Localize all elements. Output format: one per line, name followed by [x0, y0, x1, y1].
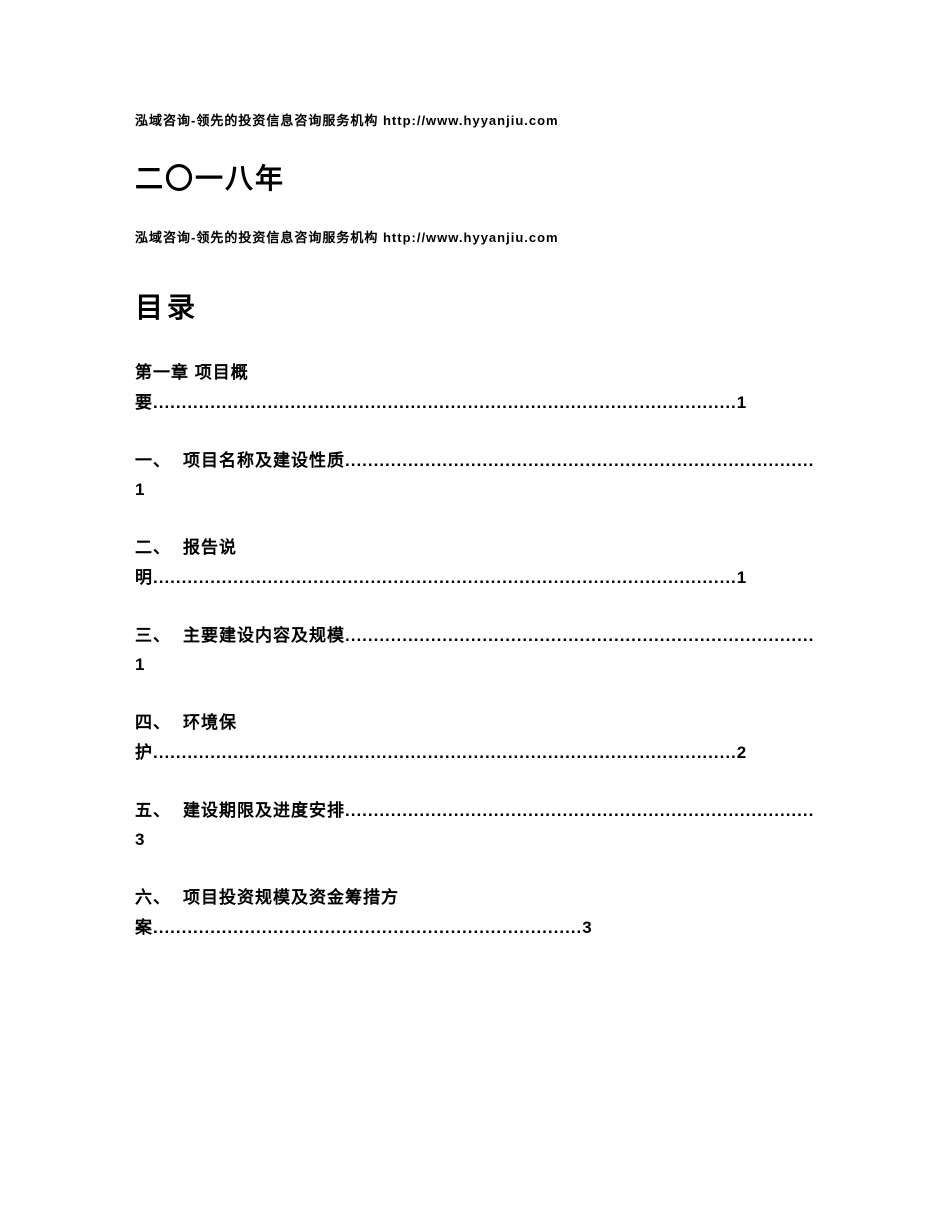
header-url: http://www.hyyanjiu.com: [383, 113, 559, 128]
item-3-num: 三、: [135, 626, 171, 645]
toc-title: 目录: [135, 286, 815, 326]
year-title: 二〇一八年: [135, 157, 815, 197]
dots: ........................................…: [345, 451, 774, 470]
dots: ........................................…: [345, 801, 774, 820]
chapter-1-page: 1: [737, 393, 747, 412]
item-3-page: 1: [135, 655, 145, 674]
dots: .......: [774, 626, 814, 645]
dots: ........................................…: [345, 626, 774, 645]
item-4-num: 四、: [135, 713, 171, 732]
item-5-label: 建设期限及进度安排: [183, 801, 345, 820]
toc-item-3: 三、主要建设内容及规模.............................…: [135, 621, 815, 681]
item-1-page: 1: [135, 480, 145, 499]
dots: ........................................…: [153, 918, 582, 937]
item-4-page: 2: [737, 743, 747, 762]
item-5-page: 3: [135, 830, 145, 849]
item-2-num: 二、: [135, 538, 171, 557]
item-1-label: 项目名称及建设性质: [183, 451, 345, 470]
item-3-label: 主要建设内容及规模: [183, 626, 345, 645]
header-line-1: 泓域咨询-领先的投资信息咨询服务机构 http://www.hyyanjiu.c…: [135, 110, 815, 129]
toc-item-5: 五、建设期限及进度安排.............................…: [135, 796, 815, 856]
item-6-num: 六、: [135, 888, 171, 907]
toc-item-2: 二、报告说明..................................…: [135, 533, 815, 593]
dots: .......: [774, 451, 814, 470]
item-5-num: 五、: [135, 801, 171, 820]
dots: ........................................…: [153, 743, 737, 762]
toc-item-1: 一、项目名称及建设性质.............................…: [135, 446, 815, 506]
item-1-num: 一、: [135, 451, 171, 470]
header-company-2: 泓域咨询-领先的投资信息咨询服务机构: [135, 230, 378, 245]
toc-item-4: 四、环境保护..................................…: [135, 708, 815, 768]
dots: ........................................…: [153, 568, 737, 587]
toc-item-6: 六、项目投资规模及资金筹措方案.........................…: [135, 883, 815, 943]
item-6-page: 3: [582, 918, 592, 937]
dots: ........................................…: [153, 393, 737, 412]
toc-chapter-1: 第一章 项目概要................................…: [135, 358, 815, 418]
header-line-2: 泓域咨询-领先的投资信息咨询服务机构 http://www.hyyanjiu.c…: [135, 227, 815, 246]
header-company: 泓域咨询-领先的投资信息咨询服务机构: [135, 113, 378, 128]
dots: .......: [774, 801, 814, 820]
header-url-2: http://www.hyyanjiu.com: [383, 230, 559, 245]
item-2-page: 1: [737, 568, 747, 587]
